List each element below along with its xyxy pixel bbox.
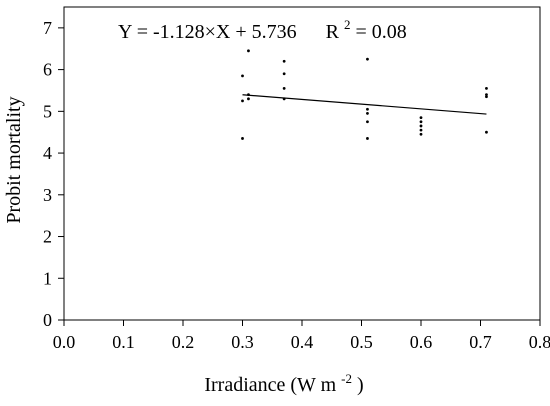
y-tick-label: 2 [43,227,52,247]
x-axis-title-superscript: -2 [341,371,352,386]
x-tick-label: 0.4 [291,332,314,352]
x-tick-label: 0.2 [172,332,195,352]
data-point [485,130,488,134]
data-point [366,57,369,61]
x-tick-label: 0.1 [112,332,135,352]
data-point [366,137,369,140]
y-tick-label: 4 [43,143,52,163]
x-axis-title-main: Irradiance (W m [204,374,336,396]
data-point [419,120,423,124]
data-point [366,112,369,115]
ticks: 0.0 0.1 0.2 0.3 0.4 0.5 0.6 0.7 0.8 0 1 2 3 4 5 6 7 [43,18,550,352]
regression-equation: Y = -1.128×X + 5.736 R 2 = 0.08 [118,12,407,43]
y-tick-label: 3 [43,185,52,205]
data-point [241,74,244,78]
regression-line [242,94,487,115]
y-tick-label: 1 [43,268,52,288]
data-point [419,132,423,136]
data-points [241,49,488,140]
data-point [485,93,488,97]
data-point [247,97,250,101]
data-point [366,120,369,124]
regression-line-group [242,94,487,115]
x-tick-label: 0.3 [231,332,254,352]
r-squared-superscript: 2 [344,17,351,32]
x-tick-label: 0.8 [529,332,550,352]
data-point [419,116,423,119]
axes [63,6,541,321]
data-point [247,49,250,53]
x-tick-label: 0.0 [53,332,76,352]
x-tick-label: 0.7 [469,332,492,352]
data-point [366,107,369,111]
data-point [485,95,488,99]
y-tick-label: 0 [43,310,52,330]
equation-formula: Y = -1.128×X + 5.736 [118,21,297,43]
data-point [241,137,244,140]
plot-frame [63,6,541,321]
data-point [419,128,423,132]
x-axis-title: Irradiance (W m -2 ) [204,366,363,396]
x-axis-title-suffix: ) [357,374,364,396]
x-tick-label: 0.5 [350,332,373,352]
data-point [419,124,423,128]
r-squared-value: = 0.08 [356,21,407,43]
data-point [241,99,244,103]
x-tick-label: 0.6 [410,332,433,352]
y-tick-label: 5 [43,101,52,121]
data-point [282,72,286,76]
data-point [282,86,286,90]
data-point [282,59,286,63]
y-tick-label: 7 [43,18,52,38]
r-squared-label: R [326,21,340,43]
data-point [485,86,488,90]
y-axis-title: Probit mortality [3,96,25,223]
y-tick-label: 6 [43,60,52,80]
